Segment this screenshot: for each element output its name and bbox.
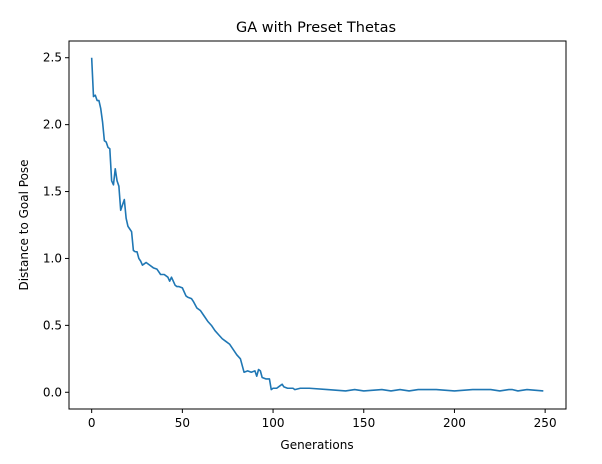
x-tick-label: 50 xyxy=(175,416,190,430)
plot-area xyxy=(68,40,567,410)
x-axis-ticks: 0 50 100 150 200 250 xyxy=(88,409,557,430)
chart-title: GA with Preset Thetas xyxy=(236,20,396,36)
y-axis-label: Distance to Goal Pose xyxy=(17,159,31,290)
series-line xyxy=(90,57,544,392)
y-tick-label: 2.5 xyxy=(43,51,62,65)
y-tick-label: 0.5 xyxy=(43,318,62,332)
x-tick-label: 200 xyxy=(443,416,466,430)
y-tick-label: 1.5 xyxy=(43,185,62,199)
x-axis-label: Generations xyxy=(280,438,353,452)
y-tick-label: 2.0 xyxy=(43,118,62,132)
y-tick-label: 0.0 xyxy=(43,385,62,399)
x-tick-label: 0 xyxy=(88,416,96,430)
x-tick-label: 100 xyxy=(262,416,285,430)
plot-frame xyxy=(68,40,567,410)
y-tick-label: 1.0 xyxy=(43,251,62,265)
y-axis-ticks: 0.0 0.5 1.0 1.5 2.0 2.5 xyxy=(43,51,69,399)
x-tick-label: 150 xyxy=(352,416,375,430)
x-tick-label: 250 xyxy=(534,416,557,430)
